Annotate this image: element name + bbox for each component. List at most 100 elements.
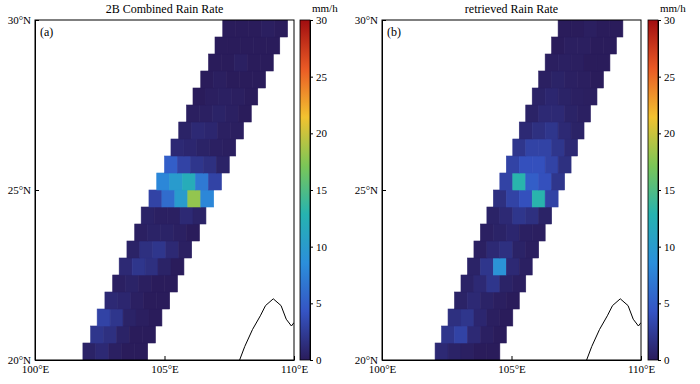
rain-cell (513, 139, 526, 156)
rain-cell (558, 54, 571, 71)
tick: 25 (658, 71, 676, 83)
rain-cell (545, 190, 558, 207)
axis: 051015202530 (658, 14, 676, 366)
rain-cell (157, 173, 170, 190)
rain-cell (552, 71, 565, 88)
rain-cell (539, 105, 552, 122)
rain-cell (188, 190, 201, 207)
rain-cell (149, 190, 162, 207)
rain-cell (130, 326, 143, 343)
rain-cell (190, 156, 203, 173)
rain-cell (210, 139, 223, 156)
rain-cell (526, 105, 539, 122)
rain-cell (201, 71, 214, 88)
tick-mark (512, 356, 513, 360)
tick: 0 (658, 354, 670, 366)
rain-cell (590, 71, 603, 88)
tick: 10 (658, 241, 676, 253)
rain-cell (442, 326, 455, 343)
rain-cell (187, 105, 200, 122)
rain-cell (487, 343, 500, 360)
rain-cell (480, 258, 493, 275)
tick-label: 10 (316, 241, 328, 253)
tick-label: 25°N (355, 184, 378, 196)
rain-cell (571, 54, 584, 71)
tick-mark (35, 190, 39, 191)
rain-cell (526, 241, 539, 258)
tick-label: 20°N (355, 354, 378, 366)
tick: 15 (310, 184, 328, 196)
rain-cell (203, 156, 216, 173)
rain-cell (532, 122, 545, 139)
tick: 20°N (355, 354, 386, 366)
rain-cell (141, 207, 154, 224)
plot-background (382, 20, 641, 360)
rain-cell (597, 54, 610, 71)
rain-cell (480, 292, 493, 309)
rain-cell (532, 190, 545, 207)
rain-cell (539, 139, 552, 156)
rain-cell (219, 88, 232, 105)
axis: 100°E105°E110°E (369, 356, 656, 375)
rain-cell (487, 241, 500, 258)
rain-cell (474, 275, 487, 292)
rain-cell (223, 139, 236, 156)
rain-cell (558, 20, 571, 37)
tick: 20°N (8, 354, 39, 366)
tick: 5 (310, 297, 322, 309)
tick-mark (658, 190, 661, 191)
plot-frame (382, 20, 641, 360)
rain-cell (216, 156, 229, 173)
rain-cell (578, 37, 591, 54)
rain-cell (493, 292, 506, 309)
tick: 20 (310, 127, 328, 139)
rain-cell (506, 258, 519, 275)
rain-cell (597, 20, 610, 37)
rain-cell (142, 326, 155, 343)
rain-cell (552, 37, 565, 54)
rain-cell (206, 88, 219, 105)
rain-cell (184, 139, 197, 156)
tick: 10 (310, 241, 328, 253)
rain-cell (565, 139, 578, 156)
rain-cell (260, 54, 273, 71)
rain-cell (590, 37, 603, 54)
rain-cell (157, 292, 170, 309)
rain-cell (552, 173, 565, 190)
rain-cell (131, 292, 144, 309)
tick-label: 5 (316, 297, 322, 309)
rain-cell (225, 105, 238, 122)
rain-cell (493, 258, 506, 275)
rain-cell (96, 343, 109, 360)
rain-cell (493, 224, 506, 241)
rain-cell (199, 105, 212, 122)
rain-cell (91, 326, 104, 343)
tick: 15 (658, 184, 676, 196)
rain-cell (461, 343, 474, 360)
tick-mark (35, 20, 39, 21)
rain-cell (513, 241, 526, 258)
tick-label: 20 (316, 127, 328, 139)
tick-mark (310, 133, 313, 134)
tick-mark (310, 20, 313, 21)
rain-cell (500, 207, 513, 224)
rain-cell (197, 139, 210, 156)
rain-cell (467, 292, 480, 309)
rain-cell (247, 54, 260, 71)
rain-cell (474, 309, 487, 326)
tick-label: 105°E (498, 363, 526, 375)
rain-cell (179, 241, 192, 258)
tick-mark (310, 360, 313, 361)
tick-label: 0 (316, 354, 322, 366)
rain-cell (526, 173, 539, 190)
rain-cell (519, 258, 532, 275)
rain-cell (500, 173, 513, 190)
tick-label: 15 (316, 184, 328, 196)
rain-cell (467, 258, 480, 275)
rain-cell (135, 224, 148, 241)
tick-mark (165, 356, 166, 360)
tick-mark (382, 190, 386, 191)
rain-cell (584, 20, 597, 37)
rain-cell (500, 275, 513, 292)
panel-label: (a) (40, 25, 53, 39)
